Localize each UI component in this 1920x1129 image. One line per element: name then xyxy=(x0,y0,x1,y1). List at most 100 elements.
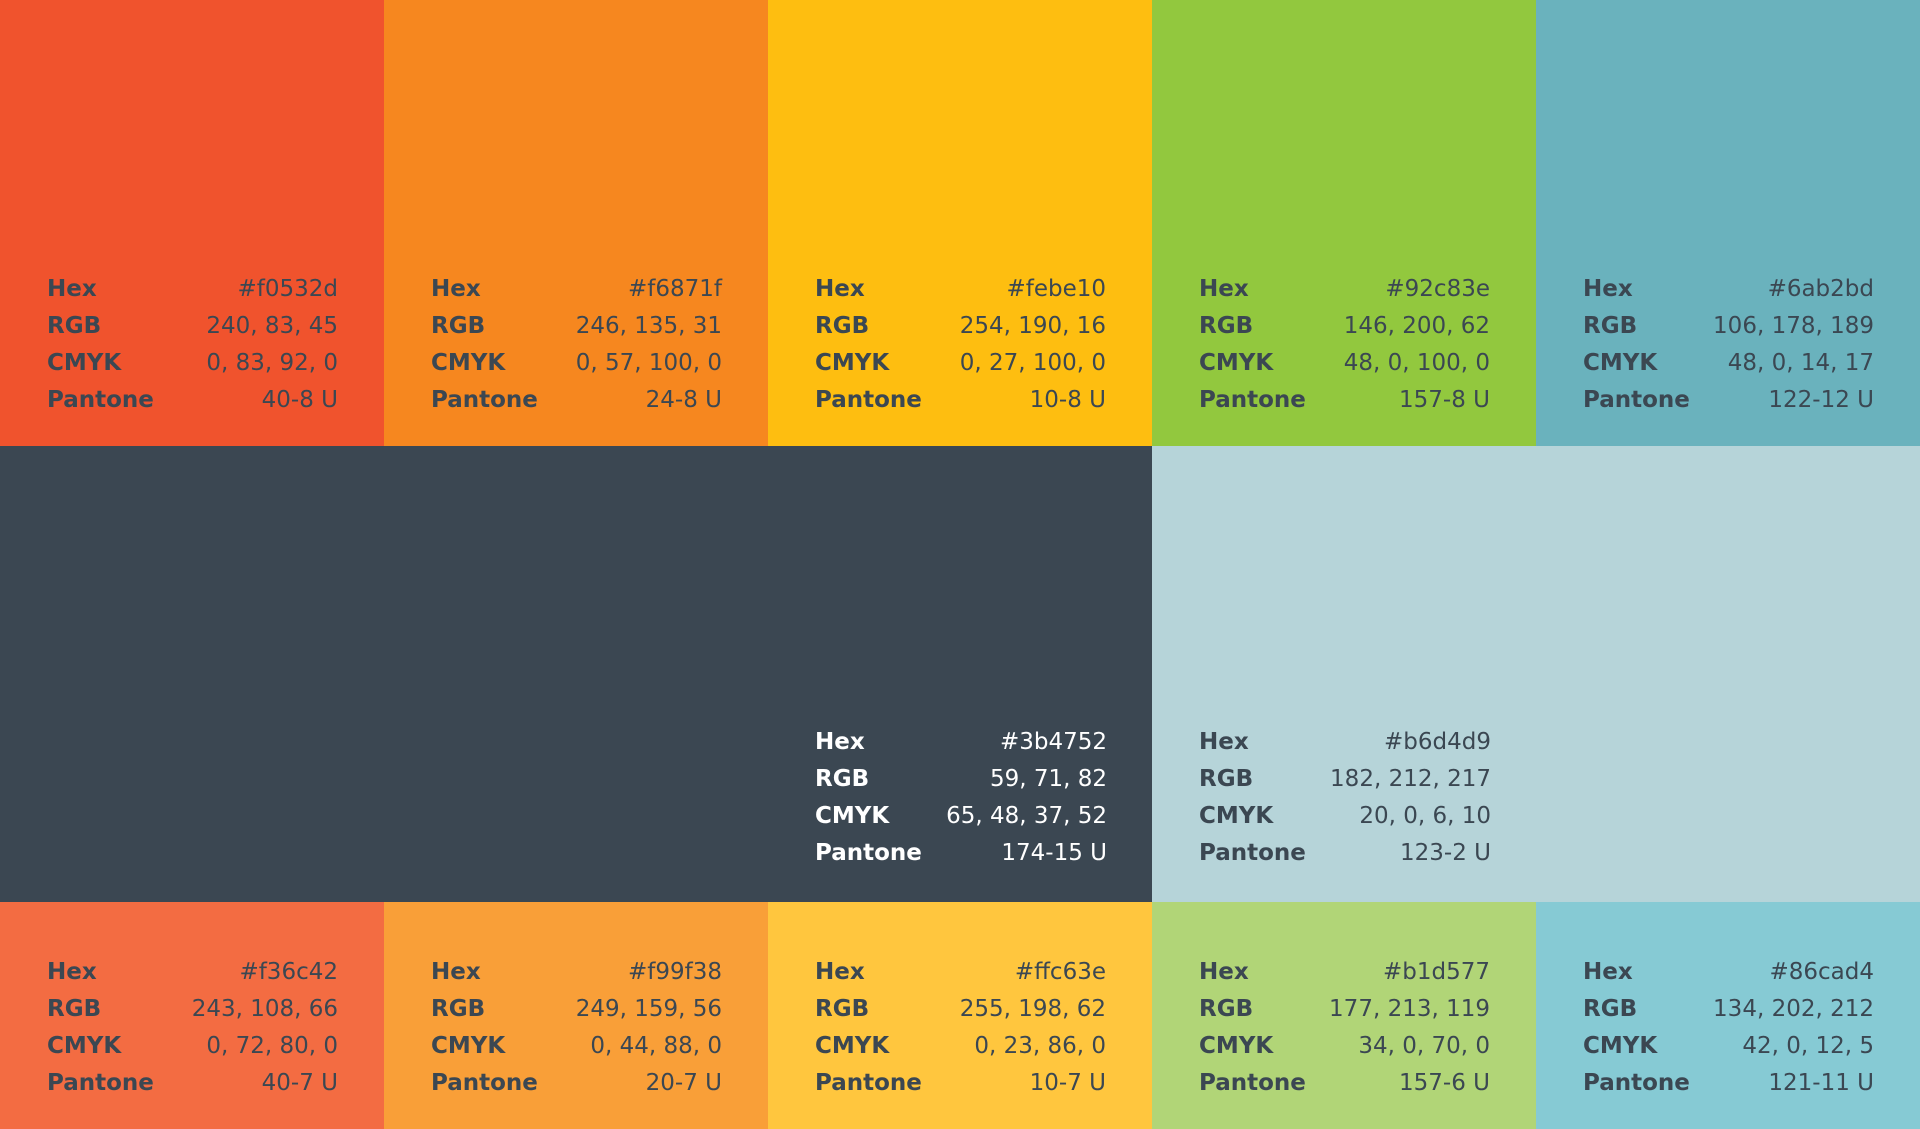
pantone-label: Pantone xyxy=(815,387,922,413)
rgb-row: RGB 177, 213, 119 xyxy=(1199,996,1490,1033)
cmyk-row: CMYK 0, 83, 92, 0 xyxy=(47,350,338,387)
cmyk-row: CMYK 20, 0, 6, 10 xyxy=(1199,803,1491,840)
cmyk-row: CMYK 0, 27, 100, 0 xyxy=(815,350,1106,387)
swatch-febe10: Hex #febe10 RGB 254, 190, 16 CMYK 0, 27, 100,… xyxy=(768,0,1152,446)
pantone-value: 24-8 U xyxy=(645,387,722,413)
cmyk-value: 0, 57, 100, 0 xyxy=(575,350,722,376)
hex-row: Hex #febe10 xyxy=(815,276,1106,313)
hex-row: Hex #6ab2bd xyxy=(1583,276,1874,313)
cmyk-label: CMYK xyxy=(47,1033,122,1059)
swatch-info-f6871f: Hex #f6871f RGB 246, 135, 31 CMYK 0, 57, 100,… xyxy=(431,276,722,424)
pantone-label: Pantone xyxy=(431,387,538,413)
swatch-info-6ab2bd: Hex #6ab2bd RGB 106, 178, 189 CMYK 48, 0, 14,… xyxy=(1583,276,1874,424)
swatch-f99f38: Hex #f99f38 RGB 249, 159, 56 CMYK 0, 44, 88, … xyxy=(384,902,768,1129)
cmyk-label: CMYK xyxy=(1583,1033,1658,1059)
hex-row: Hex #ffc63e xyxy=(815,959,1106,996)
cmyk-value: 20, 0, 6, 10 xyxy=(1359,803,1491,829)
hex-value: #f6871f xyxy=(628,276,722,302)
swatch-info-3b4752: Hex #3b4752 RGB 59, 71, 82 CMYK 65, 48, 37, 5… xyxy=(815,729,1107,877)
cmyk-label: CMYK xyxy=(1199,350,1274,376)
swatch-f0532d: Hex #f0532d RGB 240, 83, 45 CMYK 0, 83, 92, 0… xyxy=(0,0,384,446)
cmyk-value: 48, 0, 100, 0 xyxy=(1343,350,1490,376)
cmyk-value: 0, 83, 92, 0 xyxy=(206,350,338,376)
pantone-row: Pantone 10-8 U xyxy=(815,387,1106,424)
cmyk-value: 0, 23, 86, 0 xyxy=(974,1033,1106,1059)
cmyk-row: CMYK 42, 0, 12, 5 xyxy=(1583,1033,1874,1070)
pantone-row: Pantone 174-15 U xyxy=(815,840,1107,877)
pantone-row: Pantone 121-11 U xyxy=(1583,1070,1874,1107)
pantone-label: Pantone xyxy=(1583,1070,1690,1096)
hex-value: #f36c42 xyxy=(239,959,338,985)
hex-value: #ffc63e xyxy=(1014,959,1106,985)
cmyk-value: 0, 27, 100, 0 xyxy=(959,350,1106,376)
rgb-row: RGB 59, 71, 82 xyxy=(815,766,1107,803)
pantone-value: 123-2 U xyxy=(1400,840,1491,866)
hex-row: Hex #92c83e xyxy=(1199,276,1490,313)
hex-row: Hex #b1d577 xyxy=(1199,959,1490,996)
rgb-row: RGB 254, 190, 16 xyxy=(815,313,1106,350)
pantone-row: Pantone 122-12 U xyxy=(1583,387,1874,424)
cmyk-value: 42, 0, 12, 5 xyxy=(1742,1033,1874,1059)
rgb-label: RGB xyxy=(1583,996,1638,1022)
cmyk-row: CMYK 34, 0, 70, 0 xyxy=(1199,1033,1490,1070)
cmyk-label: CMYK xyxy=(431,350,506,376)
cmyk-row: CMYK 0, 44, 88, 0 xyxy=(431,1033,722,1070)
hex-label: Hex xyxy=(815,959,865,985)
cmyk-row: CMYK 0, 23, 86, 0 xyxy=(815,1033,1106,1070)
hex-label: Hex xyxy=(1199,729,1249,755)
rgb-value: 146, 200, 62 xyxy=(1343,313,1490,339)
pantone-value: 121-11 U xyxy=(1768,1070,1874,1096)
pantone-row: Pantone 123-2 U xyxy=(1199,840,1491,877)
pantone-row: Pantone 20-7 U xyxy=(431,1070,722,1107)
cmyk-label: CMYK xyxy=(1199,1033,1274,1059)
rgb-label: RGB xyxy=(47,313,102,339)
swatch-info-92c83e: Hex #92c83e RGB 146, 200, 62 CMYK 48, 0, 100,… xyxy=(1199,276,1490,424)
pantone-label: Pantone xyxy=(1583,387,1690,413)
rgb-row: RGB 240, 83, 45 xyxy=(47,313,338,350)
pantone-value: 10-7 U xyxy=(1029,1070,1106,1096)
rgb-label: RGB xyxy=(1199,996,1254,1022)
pantone-value: 40-8 U xyxy=(261,387,338,413)
hex-label: Hex xyxy=(47,959,97,985)
rgb-row: RGB 106, 178, 189 xyxy=(1583,313,1874,350)
pantone-label: Pantone xyxy=(1199,387,1306,413)
swatch-info-86cad4: Hex #86cad4 RGB 134, 202, 212 CMYK 42, 0, 12,… xyxy=(1583,959,1874,1107)
cmyk-value: 34, 0, 70, 0 xyxy=(1358,1033,1490,1059)
cmyk-row: CMYK 48, 0, 100, 0 xyxy=(1199,350,1490,387)
swatch-info-ffc63e: Hex #ffc63e RGB 255, 198, 62 CMYK 0, 23, 86, … xyxy=(815,959,1106,1107)
pantone-value: 20-7 U xyxy=(645,1070,722,1096)
hex-label: Hex xyxy=(1199,276,1249,302)
swatch-f6871f: Hex #f6871f RGB 246, 135, 31 CMYK 0, 57, 100,… xyxy=(384,0,768,446)
cmyk-row: CMYK 48, 0, 14, 17 xyxy=(1583,350,1874,387)
swatch-b1d577: Hex #b1d577 RGB 177, 213, 119 CMYK 34, 0, 70,… xyxy=(1152,902,1536,1129)
pantone-value: 157-8 U xyxy=(1399,387,1490,413)
rgb-row: RGB 134, 202, 212 xyxy=(1583,996,1874,1033)
rgb-value: 240, 83, 45 xyxy=(206,313,338,339)
rgb-row: RGB 182, 212, 217 xyxy=(1199,766,1491,803)
hex-label: Hex xyxy=(431,959,481,985)
cmyk-label: CMYK xyxy=(815,350,890,376)
hex-label: Hex xyxy=(815,729,865,755)
hex-value: #3b4752 xyxy=(999,729,1107,755)
cmyk-value: 48, 0, 14, 17 xyxy=(1727,350,1874,376)
rgb-value: 134, 202, 212 xyxy=(1713,996,1874,1022)
hex-row: Hex #f6871f xyxy=(431,276,722,313)
rgb-label: RGB xyxy=(431,996,486,1022)
hex-value: #f99f38 xyxy=(628,959,722,985)
hex-label: Hex xyxy=(815,276,865,302)
pantone-value: 40-7 U xyxy=(261,1070,338,1096)
cmyk-label: CMYK xyxy=(1199,803,1274,829)
rgb-label: RGB xyxy=(815,996,870,1022)
pantone-value: 122-12 U xyxy=(1768,387,1874,413)
cmyk-row: CMYK 0, 72, 80, 0 xyxy=(47,1033,338,1070)
hex-label: Hex xyxy=(47,276,97,302)
hex-row: Hex #3b4752 xyxy=(815,729,1107,766)
pantone-row: Pantone 10-7 U xyxy=(815,1070,1106,1107)
rgb-label: RGB xyxy=(431,313,486,339)
pantone-row: Pantone 24-8 U xyxy=(431,387,722,424)
rgb-row: RGB 246, 135, 31 xyxy=(431,313,722,350)
rgb-row: RGB 255, 198, 62 xyxy=(815,996,1106,1033)
cmyk-label: CMYK xyxy=(47,350,122,376)
cmyk-value: 65, 48, 37, 52 xyxy=(946,803,1107,829)
